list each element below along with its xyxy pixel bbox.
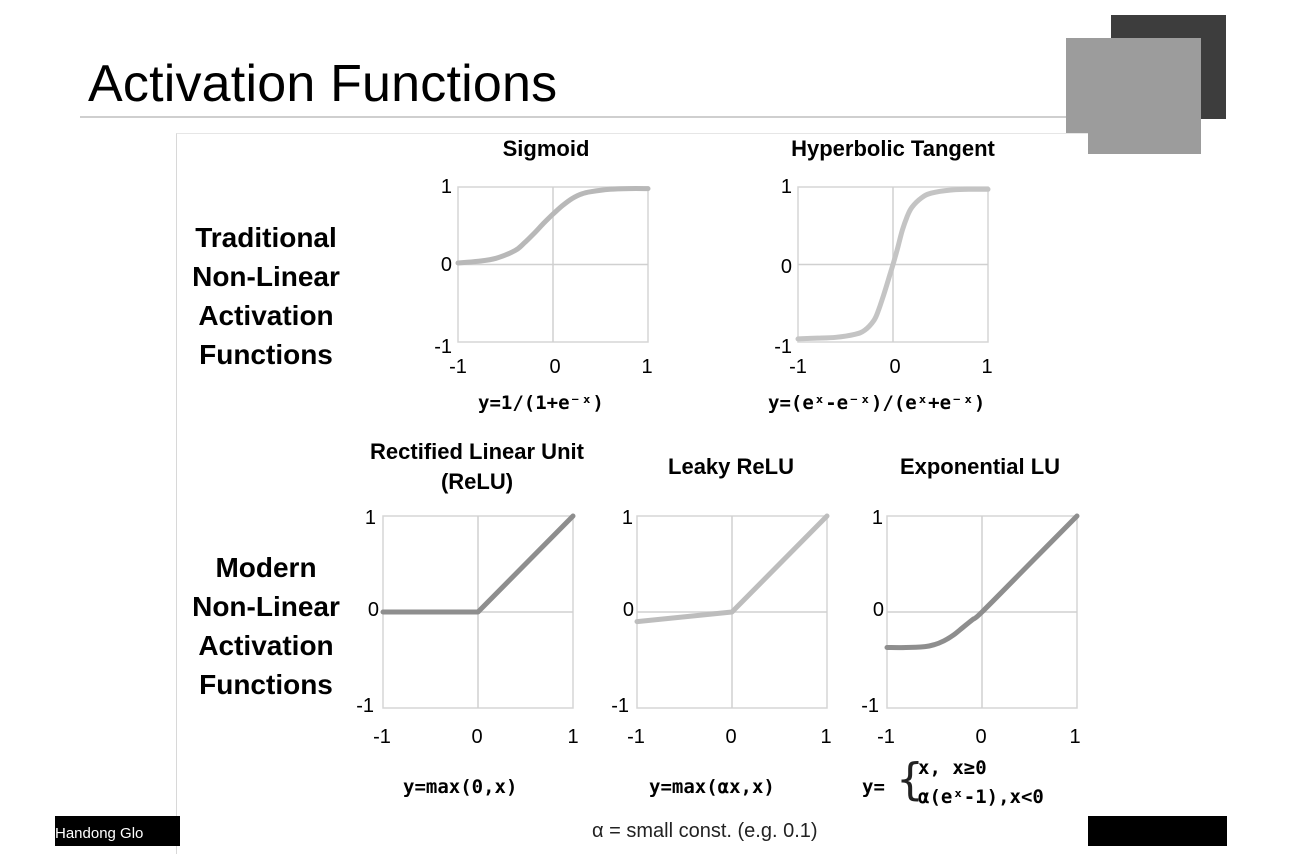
x-tick-label: -1 — [627, 726, 645, 748]
plot-tanh — [795, 186, 991, 343]
x-tick-label: 0 — [471, 726, 483, 748]
chart-title-elu: Exponential LU — [899, 454, 1061, 479]
x-tick-label: 0 — [889, 356, 901, 378]
y-tick-label: 0 — [440, 254, 452, 276]
formula-relu: y=max(0,x) — [403, 776, 518, 798]
row-label-line: Modern — [215, 552, 317, 583]
plot-elu — [884, 513, 1080, 709]
y-tick-label: 0 — [622, 599, 634, 621]
plot-sigmoid — [455, 186, 651, 343]
y-tick-label: 1 — [364, 507, 376, 529]
series-line — [380, 513, 576, 615]
y-tick-label: 1 — [780, 176, 792, 198]
chart-title-line: Rectified Linear Unit — [370, 439, 584, 464]
x-tick-label: -1 — [877, 726, 895, 748]
slide-title: Activation Functions — [88, 55, 558, 113]
x-tick-label: 1 — [1069, 726, 1081, 748]
footer-text: Handong Glo — [55, 825, 144, 842]
x-tick-label: 1 — [567, 726, 579, 748]
footer-bar-left: Handong Glo — [55, 816, 180, 846]
y-tick-label: 0 — [780, 256, 792, 278]
chart-title-relu: Rectified Linear Unit (ReLU) — [338, 437, 616, 497]
x-tick-label: -1 — [789, 356, 807, 378]
y-tick-label: -1 — [434, 336, 452, 358]
y-tick-label: 0 — [872, 599, 884, 621]
y-tick-label: 1 — [871, 507, 883, 529]
alpha-note: α = small const. (e.g. 0.1) — [592, 820, 818, 842]
row-label-line: Non-Linear — [192, 591, 340, 622]
x-tick-label: 1 — [641, 356, 653, 378]
y-tick-label: -1 — [356, 695, 374, 717]
plot-leaky-relu — [634, 513, 830, 709]
series-line — [634, 513, 830, 625]
brace-icon: { — [896, 754, 924, 805]
x-tick-label: -1 — [449, 356, 467, 378]
formula-tanh: y=(eˣ-e⁻ˣ)/(eˣ+e⁻ˣ) — [768, 392, 986, 414]
y-tick-label: -1 — [861, 695, 879, 717]
row-label-line: Non-Linear — [192, 261, 340, 292]
x-tick-label: 1 — [981, 356, 993, 378]
y-tick-label: 0 — [367, 599, 379, 621]
x-tick-label: 0 — [549, 356, 561, 378]
chart-title-leaky-relu: Leaky ReLU — [668, 454, 794, 479]
row-label-line: Traditional — [195, 222, 337, 253]
row-label-traditional: Traditional Non-Linear Activation Functi… — [178, 218, 354, 374]
row-label-line: Functions — [199, 669, 333, 700]
chart-title-line: (ReLU) — [440, 469, 514, 494]
series-line — [795, 186, 991, 342]
y-tick-label: -1 — [774, 336, 792, 358]
title-divider — [80, 116, 1210, 118]
formula-elu-prefix: y= — [862, 776, 885, 798]
x-tick-label: 0 — [975, 726, 987, 748]
y-tick-label: -1 — [611, 695, 629, 717]
x-tick-label: 0 — [725, 726, 737, 748]
chart-title-tanh: Hyperbolic Tangent — [791, 136, 995, 161]
row-label-line: Functions — [199, 339, 333, 370]
row-label-line: Activation — [198, 300, 334, 331]
y-tick-label: 1 — [440, 176, 452, 198]
footer-bar-right — [1088, 816, 1227, 846]
x-tick-label: 1 — [820, 726, 832, 748]
formula-elu-line: α(eˣ-1),x<0 — [918, 786, 1044, 808]
corner-decoration-light — [1066, 38, 1201, 154]
formula-leaky-relu: y=max(αx,x) — [649, 776, 775, 798]
row-label-line: Activation — [198, 630, 334, 661]
x-tick-label: -1 — [373, 726, 391, 748]
formula-elu-line: x, x≥0 — [918, 757, 987, 779]
series-line — [884, 513, 1080, 651]
formula-sigmoid: y=1/(1+e⁻ˣ) — [478, 392, 604, 414]
y-tick-label: 1 — [621, 507, 633, 529]
row-label-modern: Modern Non-Linear Activation Functions — [178, 548, 354, 704]
plot-relu — [380, 513, 576, 709]
chart-title-sigmoid: Sigmoid — [502, 136, 590, 161]
figure-panel — [176, 133, 1088, 854]
series-line — [455, 186, 651, 266]
